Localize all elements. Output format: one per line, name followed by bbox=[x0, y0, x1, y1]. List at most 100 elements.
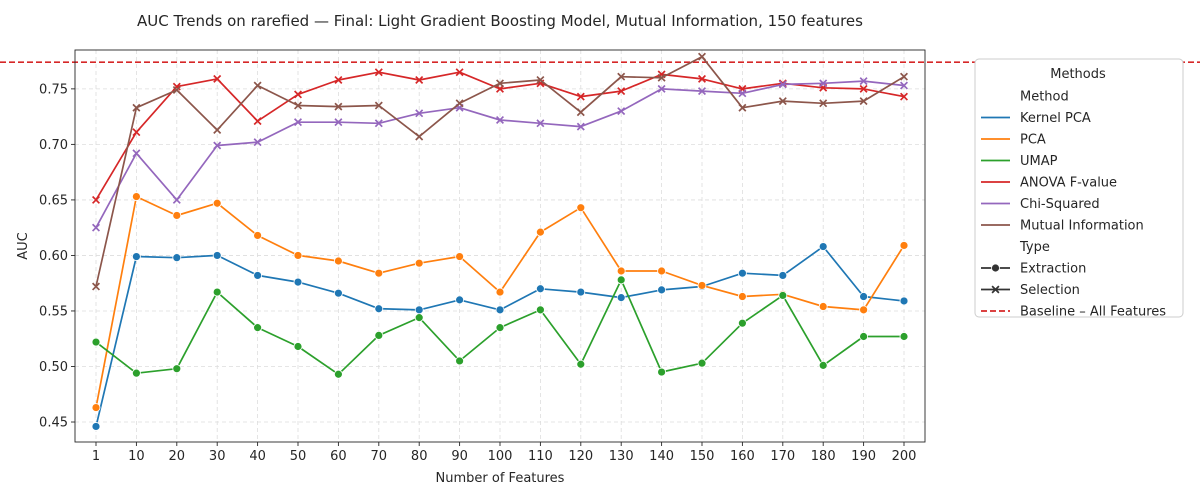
data-point bbox=[576, 287, 586, 297]
x-tick-label: 130 bbox=[609, 449, 634, 464]
data-point bbox=[293, 277, 303, 287]
x-tick-label: 1 bbox=[92, 449, 100, 464]
x-tick-label: 100 bbox=[488, 449, 513, 464]
x-tick-label: 30 bbox=[209, 449, 226, 464]
data-point bbox=[212, 198, 222, 208]
data-point bbox=[91, 223, 101, 232]
data-point bbox=[697, 52, 707, 61]
data-point bbox=[132, 149, 141, 158]
data-point bbox=[253, 323, 263, 333]
x-tick-label: 180 bbox=[811, 449, 836, 464]
data-point bbox=[536, 75, 545, 84]
data-point bbox=[131, 368, 141, 378]
data-point bbox=[455, 99, 464, 108]
data-point bbox=[374, 68, 383, 77]
data-point bbox=[899, 296, 909, 306]
data-point bbox=[818, 242, 828, 251]
data-point bbox=[576, 122, 585, 131]
data-point bbox=[899, 241, 909, 250]
data-point bbox=[859, 97, 868, 106]
data-point bbox=[819, 99, 828, 108]
legend-header: Type bbox=[1019, 240, 1050, 255]
data-point bbox=[253, 117, 262, 126]
data-point bbox=[172, 195, 181, 204]
data-point bbox=[859, 77, 868, 86]
legend-entry: Extraction bbox=[1020, 262, 1086, 277]
data-point bbox=[899, 72, 909, 81]
data-point bbox=[899, 332, 909, 341]
data-point bbox=[738, 292, 747, 301]
series-layer bbox=[91, 52, 909, 431]
data-point bbox=[859, 84, 868, 93]
data-point bbox=[91, 422, 101, 431]
x-tick-label: 60 bbox=[330, 449, 347, 464]
legend-entry: Selection bbox=[1020, 283, 1080, 298]
data-point bbox=[697, 74, 707, 83]
x-tick-label: 120 bbox=[568, 449, 593, 464]
data-point bbox=[415, 109, 424, 118]
legend-entry: Chi-Squared bbox=[1020, 197, 1100, 212]
data-point bbox=[172, 364, 182, 374]
data-point bbox=[455, 356, 465, 366]
data-point bbox=[91, 337, 101, 347]
data-point bbox=[617, 107, 626, 116]
y-tick-label: 0.55 bbox=[39, 304, 68, 319]
data-point bbox=[172, 85, 181, 94]
data-point bbox=[818, 302, 828, 311]
data-point bbox=[374, 101, 383, 110]
data-point bbox=[738, 318, 747, 328]
legend-title: Methods bbox=[1050, 67, 1106, 82]
data-point bbox=[738, 268, 747, 278]
data-point bbox=[172, 211, 182, 220]
legend-entry: ANOVA F-value bbox=[1020, 176, 1117, 191]
data-point bbox=[172, 253, 182, 263]
data-point bbox=[253, 81, 262, 90]
data-point bbox=[455, 295, 465, 305]
data-point bbox=[293, 101, 303, 110]
chart-title: AUC Trends on rarefied — Final: Light Gr… bbox=[137, 12, 863, 30]
data-point bbox=[899, 81, 909, 90]
data-point bbox=[657, 73, 666, 82]
data-point bbox=[455, 252, 465, 261]
data-point bbox=[131, 192, 141, 201]
data-point bbox=[899, 92, 909, 101]
data-point bbox=[576, 203, 586, 213]
legend-entry: Baseline – All Features bbox=[1020, 305, 1166, 320]
data-point bbox=[576, 108, 585, 117]
data-point bbox=[213, 141, 222, 150]
x-tick-label: 20 bbox=[169, 449, 186, 464]
x-axis: 1 10 20 30 40 50 60 70 80 90 100 110 120 130 140 150 160… bbox=[92, 442, 917, 464]
data-point bbox=[132, 128, 141, 137]
data-point bbox=[253, 231, 263, 240]
data-point bbox=[616, 266, 626, 276]
data-point bbox=[414, 305, 424, 315]
data-point bbox=[253, 271, 263, 280]
data-point bbox=[293, 251, 303, 260]
data-point bbox=[657, 285, 666, 295]
data-point bbox=[213, 125, 222, 134]
y-tick-label: 0.70 bbox=[39, 138, 68, 153]
data-point bbox=[859, 332, 868, 341]
data-point bbox=[374, 330, 384, 340]
legend-entry: UMAP bbox=[1020, 154, 1058, 169]
legend-header: Method bbox=[1020, 90, 1069, 105]
y-tick-label: 0.50 bbox=[39, 360, 68, 375]
data-point bbox=[536, 305, 545, 315]
data-point bbox=[414, 258, 424, 268]
data-point bbox=[818, 360, 828, 370]
data-point bbox=[334, 118, 343, 127]
data-point bbox=[293, 342, 303, 351]
x-tick-label: 140 bbox=[649, 449, 674, 464]
data-point bbox=[131, 252, 141, 261]
data-point bbox=[495, 305, 505, 315]
x-tick-label: 50 bbox=[290, 449, 307, 464]
data-point bbox=[213, 74, 222, 83]
series-group bbox=[91, 242, 909, 431]
x-tick-label: 200 bbox=[892, 449, 917, 464]
data-point bbox=[455, 68, 464, 77]
data-point bbox=[616, 275, 626, 285]
data-point bbox=[374, 268, 384, 278]
legend-marker-x bbox=[991, 285, 1000, 294]
